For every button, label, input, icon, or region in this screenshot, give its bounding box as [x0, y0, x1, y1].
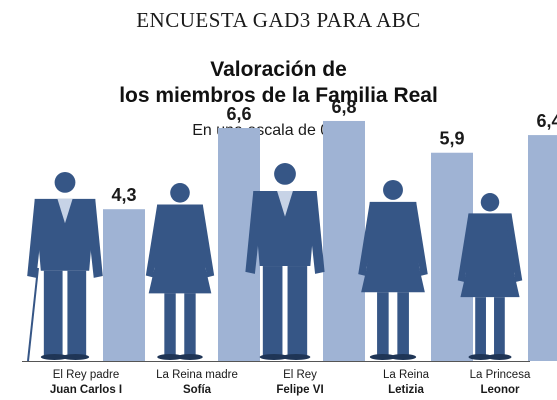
chart-title: Valoración de los miembros de la Familia…: [0, 57, 557, 109]
source-kicker: ENCUESTA GAD3 PARA ABC: [136, 8, 421, 32]
value-label-3: 6,8: [331, 97, 356, 117]
category-name: Felipe VI: [276, 384, 324, 396]
letizia-photo: [358, 180, 428, 360]
category-name: Letizia: [388, 384, 424, 396]
category-title: La Reina madre: [156, 369, 238, 381]
value-label-1: 4,3: [111, 185, 136, 205]
category-name: Juan Carlos I: [49, 384, 123, 396]
value-label-4: 5,9: [439, 129, 464, 149]
juan-carlos-photo: [27, 172, 103, 360]
bar-1: [103, 209, 145, 361]
felipe-photo: [245, 163, 325, 360]
bar-5: [528, 135, 557, 361]
value-label-5: 6,4: [536, 111, 557, 131]
category-label-4: La Reina Letizia: [351, 368, 461, 398]
category-label-2: La Reina madre Sofía: [142, 368, 252, 398]
bar-3: [323, 120, 365, 362]
category-label-3: El Rey Felipe VI: [245, 368, 355, 398]
category-title: La Reina: [382, 369, 430, 381]
value-label-2: 6,6: [226, 104, 251, 124]
category-name: Leonor: [480, 384, 520, 396]
category-name: Sofía: [182, 384, 212, 396]
walking-stick: [27, 267, 39, 362]
chart-title-line1: Valoración de: [210, 58, 347, 81]
category-label-5: La Princesa Leonor: [445, 368, 555, 398]
category-label-1: El Rey padre Juan Carlos I: [31, 368, 141, 398]
leonor-photo: [457, 193, 523, 360]
category-title: La Princesa: [469, 369, 531, 381]
category-title: El Rey: [283, 369, 317, 381]
chart-title-line2: los miembros de la Familia Real: [119, 84, 438, 107]
sofia-photo: [145, 183, 215, 360]
category-title: El Rey padre: [52, 369, 120, 381]
